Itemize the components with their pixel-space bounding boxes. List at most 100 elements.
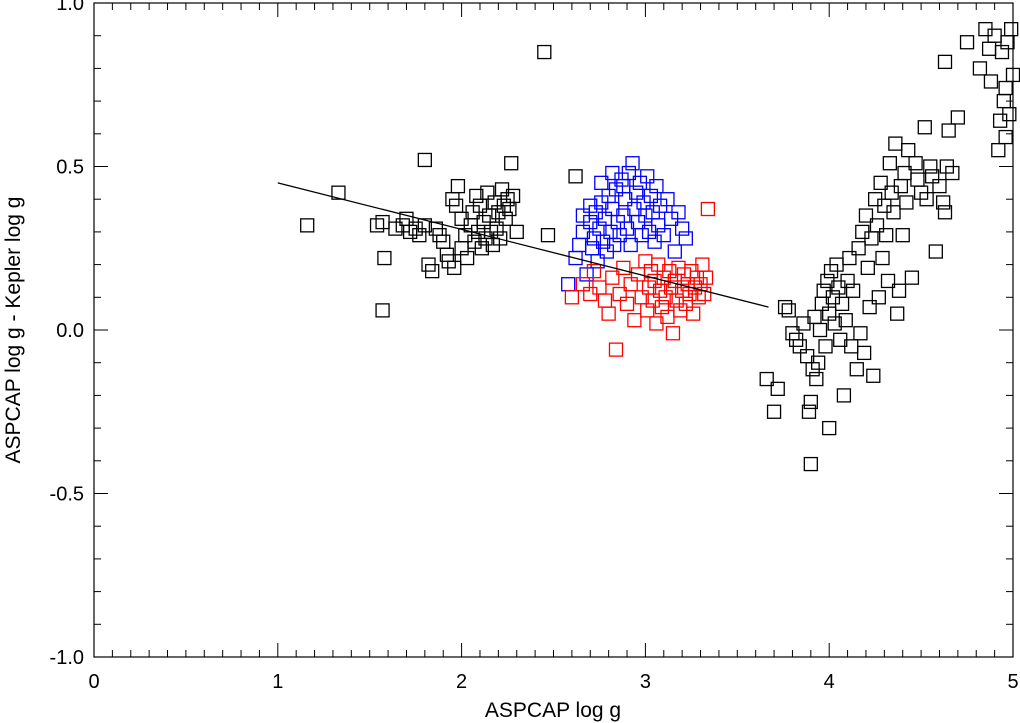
data-point-series-1 (834, 296, 850, 311)
data-point-series-1 (917, 120, 932, 135)
data-point-series-1 (454, 241, 469, 256)
data-point-series-2 (605, 165, 620, 181)
data-point-series-3 (564, 290, 580, 305)
data-point-series-1 (928, 244, 943, 259)
data-point-series-1 (375, 214, 390, 230)
data-point-series-1 (801, 404, 817, 419)
data-point-series-1 (811, 355, 826, 370)
x-tick-label: 3 (640, 671, 651, 693)
data-point-series-1 (777, 299, 793, 315)
data-point-series-1 (871, 290, 886, 305)
data-point-series-1 (447, 260, 462, 276)
data-point-series-1 (972, 61, 988, 76)
data-point-series-1 (890, 306, 905, 321)
data-point-series-1 (425, 263, 440, 279)
data-point-series-1 (981, 41, 997, 56)
data-point-series-1 (983, 74, 999, 89)
data-point-series-1 (994, 44, 1010, 60)
data-point-series-1 (489, 221, 504, 236)
data-point-series-3 (627, 313, 642, 328)
data-point-series-3 (597, 293, 613, 308)
data-point-series-2 (595, 234, 611, 249)
data-point-series-1 (1004, 22, 1019, 37)
data-point-series-1 (904, 270, 920, 285)
x-tick-label: 5 (1007, 671, 1018, 693)
data-point-series-2 (607, 237, 622, 253)
data-point-series-1 (809, 371, 824, 387)
data-point-series-3 (700, 201, 716, 217)
data-point-series-3 (658, 290, 673, 305)
data-point-series-1 (901, 142, 916, 158)
y-tick-label: 0.5 (56, 157, 84, 179)
x-tick-label: 2 (456, 671, 467, 693)
data-point-series-1 (875, 250, 890, 266)
data-point-series-3 (647, 273, 662, 289)
data-point-series-1 (469, 188, 484, 204)
y-axis-title: ASPCAP log g - Kepler log g (2, 197, 25, 464)
data-point-series-2 (638, 208, 653, 223)
y-tick-label: 0.0 (56, 320, 84, 342)
data-point-series-2 (678, 231, 693, 246)
data-point-series-1 (910, 172, 925, 187)
data-point-series-3 (665, 326, 681, 341)
data-point-series-1 (498, 211, 513, 226)
data-point-series-3 (640, 303, 655, 318)
data-point-series-1 (417, 218, 432, 233)
data-point-series-1 (540, 228, 556, 243)
data-point-series-1 (766, 404, 782, 419)
data-point-series-3 (662, 263, 677, 279)
data-point-series-2 (561, 277, 576, 292)
data-point-series-3 (623, 277, 638, 292)
data-point-series-2 (667, 244, 682, 259)
data-point-series-1 (770, 381, 785, 397)
data-point-series-3 (601, 306, 616, 321)
data-point-series-1 (932, 178, 947, 194)
data-point-series-3 (654, 299, 670, 315)
data-point-series-1 (959, 35, 975, 50)
data-point-series-1 (842, 250, 857, 266)
data-point-series-3 (583, 286, 598, 302)
data-point-series-3 (697, 286, 712, 302)
data-point-series-1 (300, 218, 315, 233)
data-point-series-1 (998, 80, 1013, 96)
data-point-series-1 (856, 345, 872, 361)
data-point-series-2 (649, 178, 664, 194)
data-point-series-1 (849, 362, 864, 377)
data-point-series-1 (472, 198, 488, 213)
data-point-series-1 (882, 156, 898, 171)
data-point-series-2 (579, 267, 594, 282)
data-point-series-1 (879, 228, 894, 243)
data-point-series-1 (873, 175, 888, 191)
y-axis-tick-labels: -1.0 -0.5 0.0 0.5 1.0 (50, 0, 84, 669)
data-point-series-1 (851, 241, 866, 256)
data-point-series-1 (838, 313, 853, 328)
data-point-series-1 (759, 371, 774, 387)
data-point-series-1 (886, 205, 901, 220)
data-point-series-1 (880, 273, 896, 289)
data-point-series-1 (417, 152, 432, 168)
data-point-series-1 (899, 195, 914, 210)
y-tick-label: -1.0 (50, 647, 84, 669)
data-point-series-1 (822, 306, 837, 321)
data-point-series-3 (586, 263, 602, 279)
data-point-series-1 (487, 195, 502, 210)
data-point-series-3 (638, 254, 653, 269)
data-point-series-2 (586, 231, 602, 246)
data-point-series-1 (869, 218, 885, 233)
data-point-series-2 (594, 175, 609, 191)
data-point-series-1 (375, 303, 390, 318)
data-point-series-1 (936, 195, 951, 210)
data-point-series-1 (895, 228, 910, 243)
y-tick-label: -0.5 (50, 484, 84, 506)
data-point-series-1 (402, 224, 418, 240)
data-point-series-3 (619, 296, 635, 311)
data-points (300, 22, 1020, 472)
data-point-series-1 (493, 231, 508, 246)
data-point-series-1 (998, 129, 1013, 145)
data-point-series-1 (474, 241, 489, 256)
data-point-series-1 (412, 228, 427, 243)
data-point-series-3 (698, 270, 714, 285)
data-point-series-1 (450, 178, 466, 194)
data-point-series-1 (860, 260, 875, 276)
